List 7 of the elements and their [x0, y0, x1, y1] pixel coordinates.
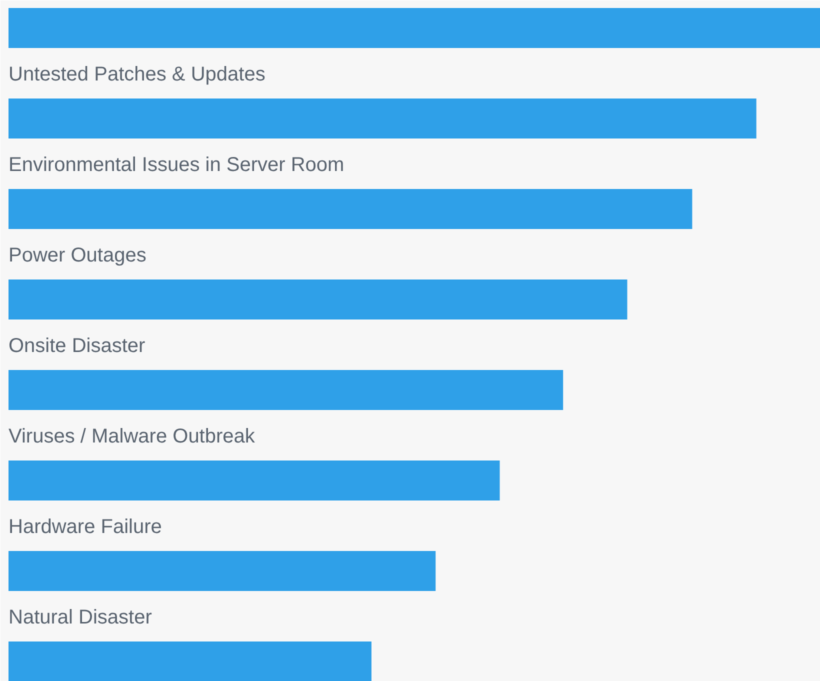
y-tick-label: Untested Patches & Updates [8, 64, 266, 86]
y-tick-label: Environmental Issues in Server Room [8, 154, 344, 176]
y-tick-label: Viruses / Malware Outbreak [8, 426, 256, 448]
y-tick-label: Onsite Disaster [8, 335, 146, 358]
y-tick-label: Natural Disaster [8, 606, 152, 629]
y-tick-label: Hardware Failure [8, 516, 162, 538]
y-tick-label: Power Outages [8, 244, 146, 267]
